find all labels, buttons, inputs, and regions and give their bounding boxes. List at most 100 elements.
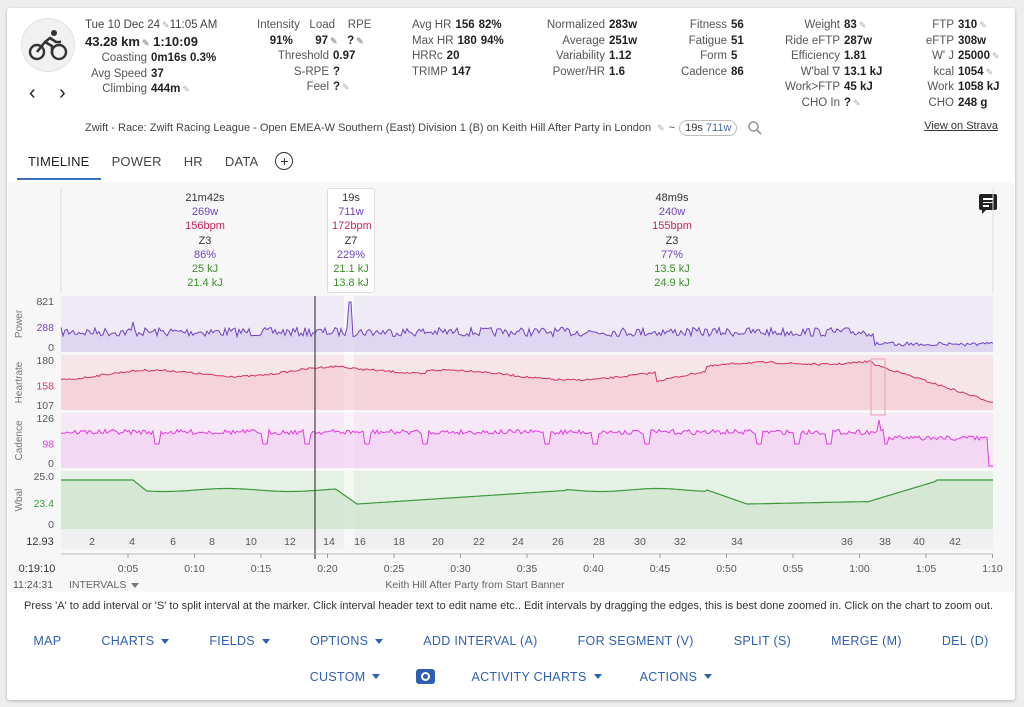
power-area xyxy=(61,302,993,352)
wbal-tick-max: 25.0 xyxy=(34,471,55,483)
distance-tick: 22 xyxy=(473,536,485,548)
bike-avatar xyxy=(21,18,75,72)
distance-strip xyxy=(61,529,993,549)
ftp-value: 310 xyxy=(958,19,978,31)
normalized-value: 283w xyxy=(609,19,638,31)
work-value: 1058 kJ xyxy=(958,81,1000,94)
interval-hint: Press 'A' to add interval or 'S' to spli… xyxy=(24,600,993,612)
kcal-value: 1054 xyxy=(958,65,984,78)
distance-tick: 36 xyxy=(841,536,853,548)
feel-value[interactable]: ? xyxy=(333,81,341,94)
time-tick: 0:05 xyxy=(118,563,139,575)
cadence-line xyxy=(60,419,993,467)
tab-hr[interactable]: HR xyxy=(183,154,203,169)
time-tick: 0:55 xyxy=(783,563,804,575)
distance-tick: 2 xyxy=(89,536,95,548)
edit-icon[interactable]: ✎ xyxy=(182,84,190,95)
time-tick: 1:10 xyxy=(982,563,1003,575)
for-segment-button[interactable]: FOR SEGMENT (V) xyxy=(577,634,694,648)
map-button[interactable]: MAP xyxy=(33,634,62,648)
interval-header-1[interactable]: 21m42s 269w 156bpm Z3 86% 25 kJ 21.4 kJ xyxy=(185,192,225,290)
options-button[interactable]: OPTIONS xyxy=(310,634,384,648)
clock-start: 11:24:31 xyxy=(13,579,53,591)
power-panel-label: Power xyxy=(14,309,25,338)
avg-hr-value: 156 xyxy=(455,19,475,31)
duration: 1:10:09 xyxy=(153,33,198,49)
stats-col-summary: Tue 10 Dec 24 ✎11:05 AM 43.28 km ✎ 1:10:09… xyxy=(85,18,217,98)
distance-tick: 8 xyxy=(209,536,215,548)
wj-value: 25000 xyxy=(958,50,990,63)
time-tick: 1:00 xyxy=(849,563,870,575)
interval-header-3[interactable]: 48m9s 240w 155bpm Z3 77% 13.5 kJ 24.9 kJ xyxy=(652,192,692,290)
view-on-strava-link[interactable]: View on Strava xyxy=(924,120,998,132)
srpe-value[interactable]: ? xyxy=(333,65,341,78)
time-start: 0:19:10 xyxy=(19,563,56,575)
actions-button[interactable]: ACTIONS xyxy=(640,669,713,684)
wbal-panel-label: Wbal xyxy=(14,489,25,512)
tab-power[interactable]: POWER xyxy=(111,154,162,169)
average-value: 251w xyxy=(609,34,638,47)
wbal-tick-avg: 23.4 xyxy=(34,498,55,510)
distance: 43.28 km xyxy=(85,33,140,49)
prev-activity-icon[interactable]: ‹ xyxy=(29,82,36,104)
tab-timeline[interactable]: TIMELINE xyxy=(17,150,101,180)
cycling-icon xyxy=(28,30,68,61)
intervals-menu-caret-icon[interactable] xyxy=(131,583,139,588)
fatigue-value: 51 xyxy=(731,34,744,47)
charts-button[interactable]: CHARTS xyxy=(101,634,170,648)
segment-label[interactable]: Keith Hill After Party from Start Banner xyxy=(385,579,565,591)
custom-button[interactable]: CUSTOM xyxy=(310,669,381,684)
add-tab-icon[interactable]: + xyxy=(275,152,294,170)
panel-labels: Power Heartrate Cadence Wbal xyxy=(14,309,25,511)
activity-name[interactable]: Zwift - Race: Zwift Racing League - Open… xyxy=(85,122,652,134)
distance-tick: 32 xyxy=(674,536,686,548)
edit-name-icon[interactable]: ✎ xyxy=(657,122,665,133)
chevron-down-icon xyxy=(161,638,170,644)
time-tick: 0:50 xyxy=(716,563,737,575)
distance-tick: 42 xyxy=(949,536,961,548)
distance-tick: 20 xyxy=(432,536,444,548)
intensity-value: 91% xyxy=(269,34,293,47)
load-value: 97 xyxy=(315,34,328,47)
distance-tick: 34 xyxy=(731,536,743,548)
intervals-menu[interactable]: INTERVALS xyxy=(69,579,126,591)
interval-header-2[interactable]: 19s 711w 172bpm Z7 229% 21.1 kJ 13.8 kJ xyxy=(327,188,375,294)
fields-button[interactable]: FIELDS xyxy=(209,634,270,648)
cho-in-value[interactable]: ? xyxy=(844,96,852,109)
chevron-down-icon xyxy=(261,638,270,644)
distance-tick: 38 xyxy=(879,536,891,548)
search-icon[interactable] xyxy=(747,120,763,136)
rpe-value[interactable]: ? xyxy=(347,34,355,47)
activity-charts-button[interactable]: ACTIVITY CHARTS xyxy=(471,669,602,684)
eftp-value: 308w xyxy=(958,34,987,47)
camera-icon[interactable] xyxy=(416,669,436,684)
split-button[interactable]: SPLIT (S) xyxy=(733,634,792,648)
wbal-area xyxy=(61,480,993,529)
power-line xyxy=(60,301,994,347)
peak-effort-chip[interactable]: 19s 711w xyxy=(679,120,738,136)
selected-interval-band[interactable] xyxy=(344,296,354,549)
del-button[interactable]: DEL (D) xyxy=(941,634,989,648)
merge-button[interactable]: MERGE (M) xyxy=(831,634,902,648)
power-tick-max: 821 xyxy=(36,296,54,308)
chevron-down-icon xyxy=(375,638,384,644)
work-ftp-value: 45 kJ xyxy=(844,81,873,94)
tab-data[interactable]: DATA xyxy=(224,154,259,169)
add-interval-button[interactable]: ADD INTERVAL (A) xyxy=(423,634,538,648)
activity-card: ‹ › Tue 10 Dec 24 ✎11:05 AM 43.28 km ✎ 1:1… xyxy=(7,8,1015,700)
heartrate-line xyxy=(60,360,994,403)
chevron-down-icon xyxy=(704,674,713,679)
hr-selection-box[interactable] xyxy=(870,358,886,416)
distance-tick: 40 xyxy=(913,536,925,548)
next-activity-icon[interactable]: › xyxy=(59,82,66,104)
date-time[interactable]: Tue 10 Dec 24 ✎11:05 AM xyxy=(85,19,218,31)
wbal-tick-min: 0 xyxy=(48,519,54,531)
distance-start: 12.93 xyxy=(26,536,54,548)
distance-ticks: 2 4 6 8 10 12 14 16 18 20 22 24 26 28 30 32 34 36 38 40 42 xyxy=(89,536,961,548)
cadence-tick-avg: 98 xyxy=(42,438,54,450)
coasting-value: 0m16s 0.3% xyxy=(151,52,217,65)
wbal-value: 13.1 kJ xyxy=(844,65,883,78)
hr-tick-max: 180 xyxy=(36,355,54,367)
distance-tick: 24 xyxy=(512,536,524,548)
